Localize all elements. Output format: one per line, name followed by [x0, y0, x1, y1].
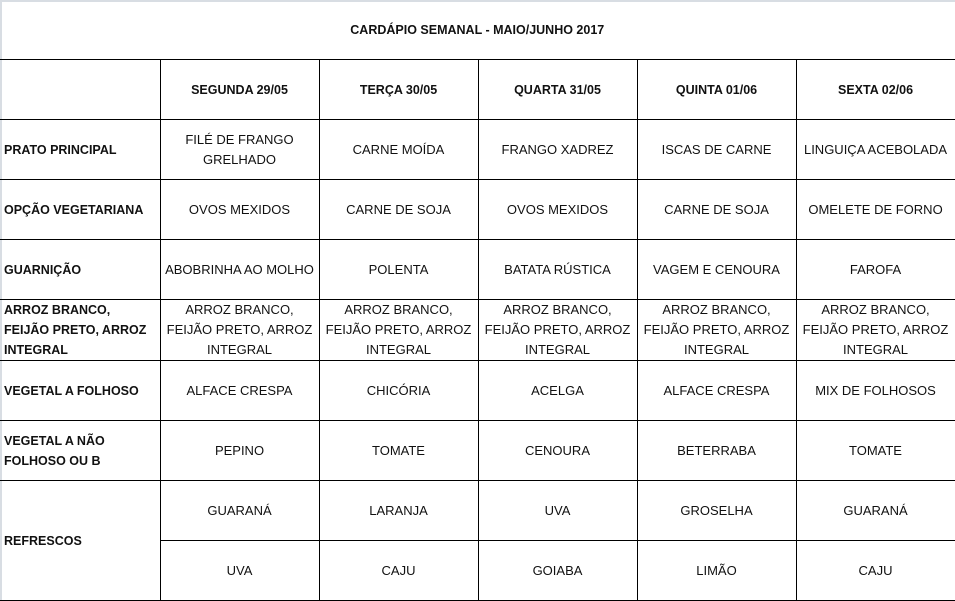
- row-label: OPÇÃO VEGETARIANA: [0, 179, 161, 240]
- menu-cell: ARROZ BRANCO, FEIJÃO PRETO, ARROZ INTEGR…: [318, 299, 479, 361]
- menu-cell: GOIABA: [477, 540, 638, 601]
- menu-cell: PEPINO: [159, 420, 320, 481]
- day-header: QUARTA 31/05: [477, 59, 638, 120]
- menu-cell: OMELETE DE FORNO: [795, 179, 955, 240]
- menu-cell: TOMATE: [795, 420, 955, 481]
- row-label: GUARNIÇÃO: [0, 239, 161, 300]
- refrescos-row: REFRESCOS GUARANÁ LARANJA UVA GROSELHA GUARAN…: [0, 480, 955, 601]
- menu-cell: CHICÓRIA: [318, 360, 479, 421]
- day-header: QUINTA 01/06: [636, 59, 797, 120]
- menu-cell: ACELGA: [477, 360, 638, 421]
- menu-cell: FRANGO XADREZ: [477, 119, 638, 180]
- menu-cell: LARANJA: [318, 480, 479, 541]
- menu-cell: ARROZ BRANCO, FEIJÃO PRETO, ARROZ INTEGR…: [636, 299, 797, 361]
- menu-cell: VAGEM E CENOURA: [636, 239, 797, 300]
- menu-cell: CARNE MOÍDA: [318, 119, 479, 180]
- menu-row: VEGETAL A FOLHOSO ALFACE CRESPA CHICÓRIA AC…: [0, 360, 955, 421]
- menu-cell: ARROZ BRANCO, FEIJÃO PRETO, ARROZ INTEGR…: [795, 299, 955, 361]
- menu-cell: ARROZ BRANCO, FEIJÃO PRETO, ARROZ INTEGR…: [159, 299, 320, 361]
- menu-cell: CARNE DE SOJA: [318, 179, 479, 240]
- menu-cell: ALFACE CRESPA: [159, 360, 320, 421]
- menu-cell: OVOS MEXIDOS: [477, 179, 638, 240]
- menu-cell: GUARANÁ: [795, 480, 955, 541]
- menu-cell: ISCAS DE CARNE: [636, 119, 797, 180]
- menu-cell: POLENTA: [318, 239, 479, 300]
- day-header: SEGUNDA 29/05: [159, 59, 320, 120]
- menu-cell: CAJU: [795, 540, 955, 601]
- menu-cell: UVA: [159, 540, 320, 601]
- header-corner: [0, 59, 161, 120]
- day-header: SEXTA 02/06: [795, 59, 955, 120]
- menu-cell: GUARANÁ: [159, 480, 320, 541]
- menu-cell: FILÉ DE FRANGO GRELHADO: [159, 119, 320, 180]
- menu-row: OPÇÃO VEGETARIANA OVOS MEXIDOS CARNE DE SO…: [0, 179, 955, 240]
- menu-title: CARDÁPIO SEMANAL - MAIO/JUNHO 2017: [0, 0, 955, 60]
- menu-cell: TOMATE: [318, 420, 479, 481]
- menu-row: PRATO PRINCIPAL FILÉ DE FRANGO GRELHADO CA…: [0, 119, 955, 180]
- menu-cell: FAROFA: [795, 239, 955, 300]
- menu-cell: MIX DE FOLHOSOS: [795, 360, 955, 421]
- menu-cell: LIMÃO: [636, 540, 797, 601]
- menu-cell: OVOS MEXIDOS: [159, 179, 320, 240]
- menu-row: GUARNIÇÃO ABOBRINHA AO MOLHO POLENTA BATATA…: [0, 239, 955, 300]
- menu-cell: UVA: [477, 480, 638, 541]
- row-label: PRATO PRINCIPAL: [0, 119, 161, 180]
- row-label: ARROZ BRANCO, FEIJÃO PRETO, ARROZ INTEGR…: [0, 299, 161, 361]
- menu-cell: GROSELHA: [636, 480, 797, 541]
- menu-row: ARROZ BRANCO, FEIJÃO PRETO, ARROZ INTEGR…: [0, 299, 955, 361]
- refrescos-row: UVA CAJU GOIABA LIMÃO CAJU: [0, 540, 955, 601]
- title-row: CARDÁPIO SEMANAL - MAIO/JUNHO 2017: [0, 0, 955, 60]
- menu-cell: LINGUIÇA ACEBOLADA: [795, 119, 955, 180]
- menu-cell: ALFACE CRESPA: [636, 360, 797, 421]
- menu-cell: BATATA RÚSTICA: [477, 239, 638, 300]
- menu-row: VEGETAL A NÃO FOLHOSO OU B PEPINO TOMATE CE…: [0, 420, 955, 481]
- header-row: SEGUNDA 29/05 TERÇA 30/05 QUARTA 31/05 QUIN…: [0, 59, 955, 120]
- menu-cell: ARROZ BRANCO, FEIJÃO PRETO, ARROZ INTEGR…: [477, 299, 638, 361]
- row-label: REFRESCOS: [0, 480, 161, 601]
- menu-cell: BETERRABA: [636, 420, 797, 481]
- menu-cell: CENOURA: [477, 420, 638, 481]
- menu-cell: CAJU: [318, 540, 479, 601]
- row-label: VEGETAL A FOLHOSO: [0, 360, 161, 421]
- menu-cell: ABOBRINHA AO MOLHO: [159, 239, 320, 300]
- day-header: TERÇA 30/05: [318, 59, 479, 120]
- menu-cell: CARNE DE SOJA: [636, 179, 797, 240]
- row-label: VEGETAL A NÃO FOLHOSO OU B: [0, 420, 161, 481]
